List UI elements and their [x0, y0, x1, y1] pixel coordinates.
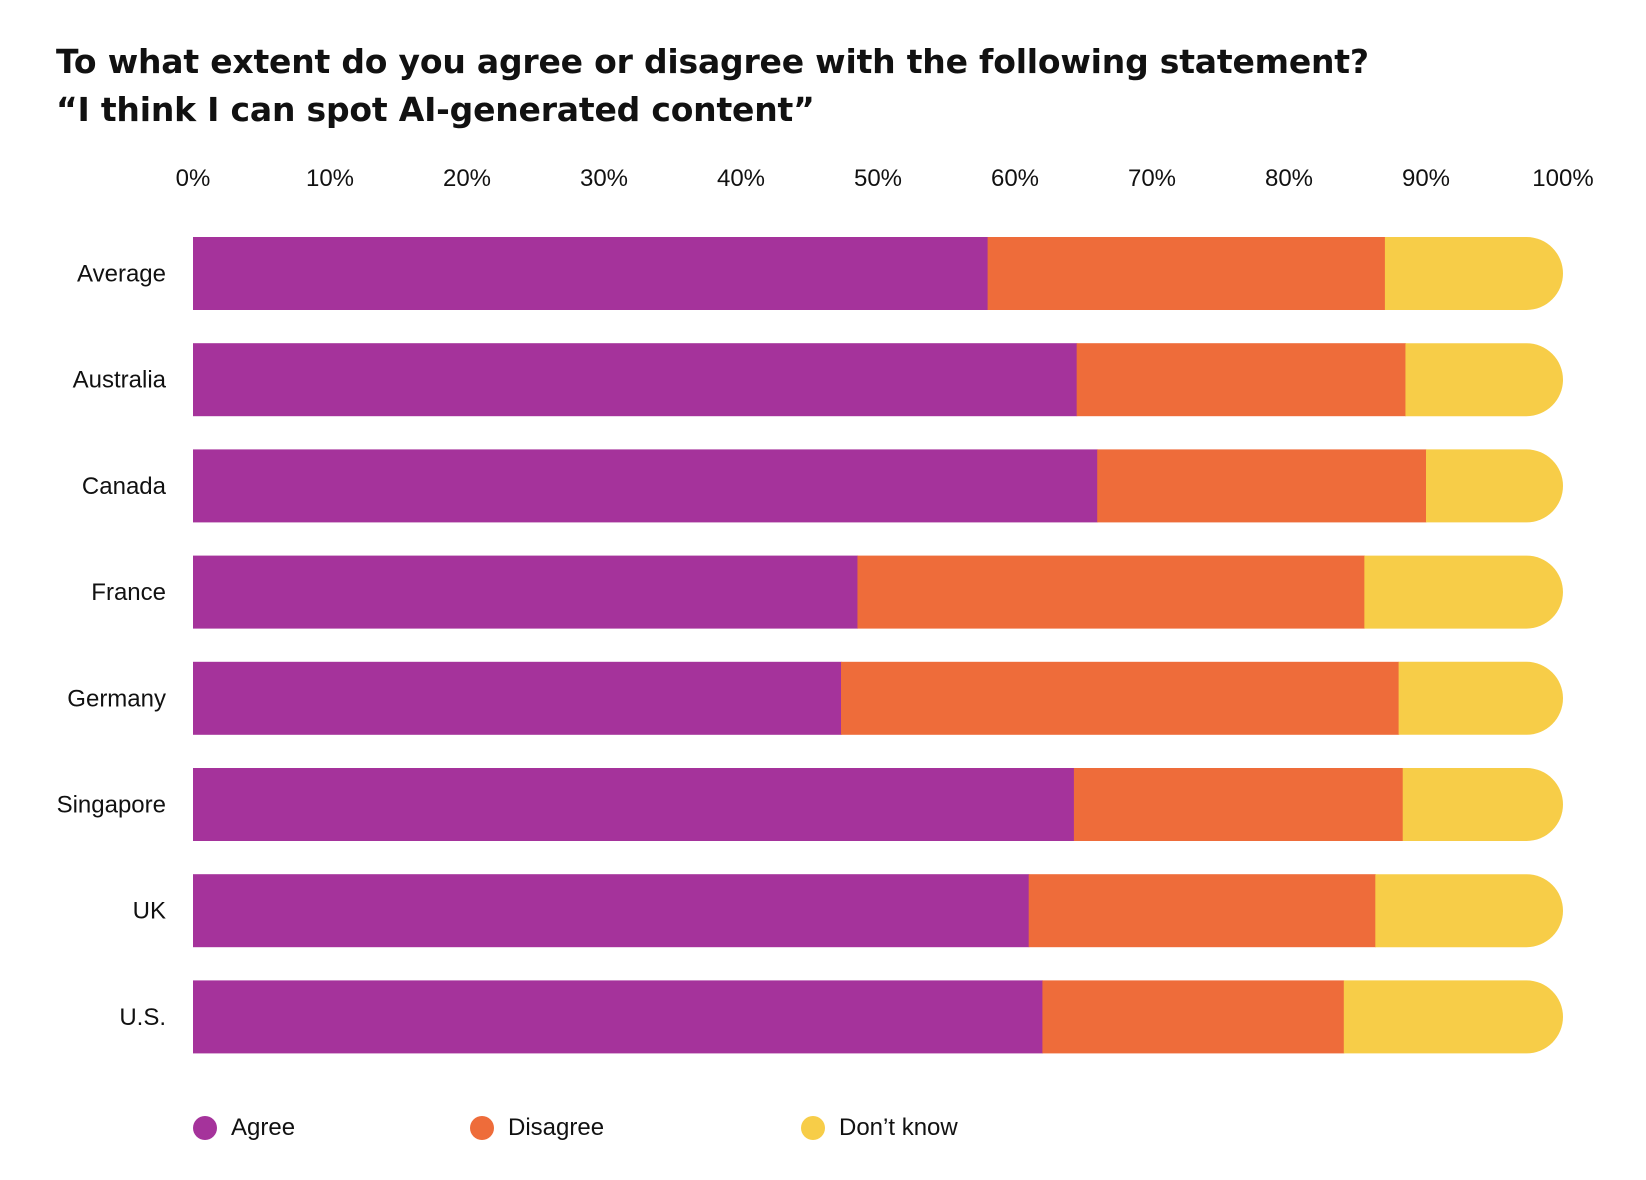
bar-segment-agree — [193, 237, 989, 310]
x-tick-label: 0% — [176, 165, 211, 192]
y-category-label: Canada — [82, 473, 167, 500]
stacked-bar-chart: 0% 10% 20% 30% 40% 50% 60% 70% 80% 90% 100% Averag… — [57, 165, 1594, 1054]
x-tick-label: 40% — [717, 165, 765, 192]
bar-segment-don-t-know — [1384, 237, 1563, 310]
bar-row-singapore — [193, 768, 1563, 841]
y-category-label: UK — [133, 898, 166, 925]
bar-segment-don-t-know — [1375, 874, 1563, 948]
bars-group — [193, 237, 1563, 1054]
y-category-label: Australia — [73, 367, 167, 394]
bar-segment-don-t-know — [1343, 980, 1563, 1054]
bar-segment-disagree — [1097, 449, 1427, 523]
chart-title: To what extent do you agree or disagree … — [56, 38, 1616, 134]
x-tick-label: 10% — [306, 165, 354, 192]
bar-segment-agree — [193, 874, 1030, 948]
x-tick-label: 60% — [991, 165, 1039, 192]
y-category-label: U.S. — [119, 1004, 166, 1031]
bar-segment-agree — [193, 661, 842, 735]
chart-title-line-1: To what extent do you agree or disagree … — [56, 42, 1369, 81]
y-category-label: Singapore — [57, 792, 166, 819]
bar-segment-disagree — [1076, 343, 1407, 417]
bar-row-australia — [193, 343, 1563, 417]
legend-swatch-disagree — [470, 1116, 494, 1140]
bar-segment-disagree — [1042, 980, 1345, 1054]
bar-row-u-s — [193, 980, 1563, 1054]
bar-row-average — [193, 237, 1563, 310]
bar-segment-disagree — [987, 237, 1386, 310]
legend-label-disagree: Disagree — [508, 1114, 605, 1141]
y-category-label: France — [91, 579, 166, 606]
bar-segment-agree — [193, 980, 1043, 1054]
bar-segment-disagree — [857, 555, 1365, 629]
bar-segment-agree — [193, 768, 1075, 841]
bar-segment-disagree — [1073, 768, 1404, 841]
legend-item-agree: Agree — [193, 1111, 295, 1145]
bar-segment-don-t-know — [1398, 661, 1563, 735]
bar-row-uk — [193, 874, 1563, 948]
bar-row-canada — [193, 449, 1563, 523]
bar-segment-disagree — [841, 661, 1400, 735]
bar-segment-agree — [193, 343, 1078, 417]
legend-swatch-agree — [193, 1116, 217, 1140]
bar-segment-agree — [193, 449, 1098, 523]
x-tick-label: 100% — [1532, 165, 1593, 192]
x-tick-label: 80% — [1265, 165, 1313, 192]
y-axis-labels: Average Australia Canada France Germany Singa… — [57, 261, 167, 1031]
legend-label-agree: Agree — [231, 1114, 296, 1141]
bar-row-germany — [193, 661, 1563, 735]
legend-item-dont-know: Don’t know — [801, 1111, 958, 1145]
bar-segment-disagree — [1028, 874, 1376, 948]
x-axis-ticks: 0% 10% 20% 30% 40% 50% 60% 70% 80% 90% 100% — [176, 165, 1594, 192]
x-tick-label: 20% — [443, 165, 491, 192]
bar-segment-don-t-know — [1364, 555, 1563, 629]
x-tick-label: 30% — [580, 165, 628, 192]
y-category-label: Germany — [67, 685, 166, 712]
bar-segment-don-t-know — [1426, 449, 1563, 523]
bar-segment-agree — [193, 555, 859, 629]
chart-title-line-2: “I think I can spot AI-generated content… — [56, 90, 815, 129]
legend-label-dont-know: Don’t know — [839, 1114, 958, 1141]
x-tick-label: 70% — [1128, 165, 1176, 192]
bar-row-france — [193, 555, 1563, 629]
legend-swatch-dont-know — [801, 1116, 825, 1140]
y-category-label: Average — [77, 261, 166, 288]
bar-segment-don-t-know — [1402, 768, 1563, 841]
x-tick-label: 90% — [1402, 165, 1450, 192]
legend-item-disagree: Disagree — [470, 1111, 604, 1145]
bar-segment-don-t-know — [1405, 343, 1563, 417]
legend: Agree Disagree Don’t know — [0, 1111, 1646, 1145]
x-tick-label: 50% — [854, 165, 902, 192]
